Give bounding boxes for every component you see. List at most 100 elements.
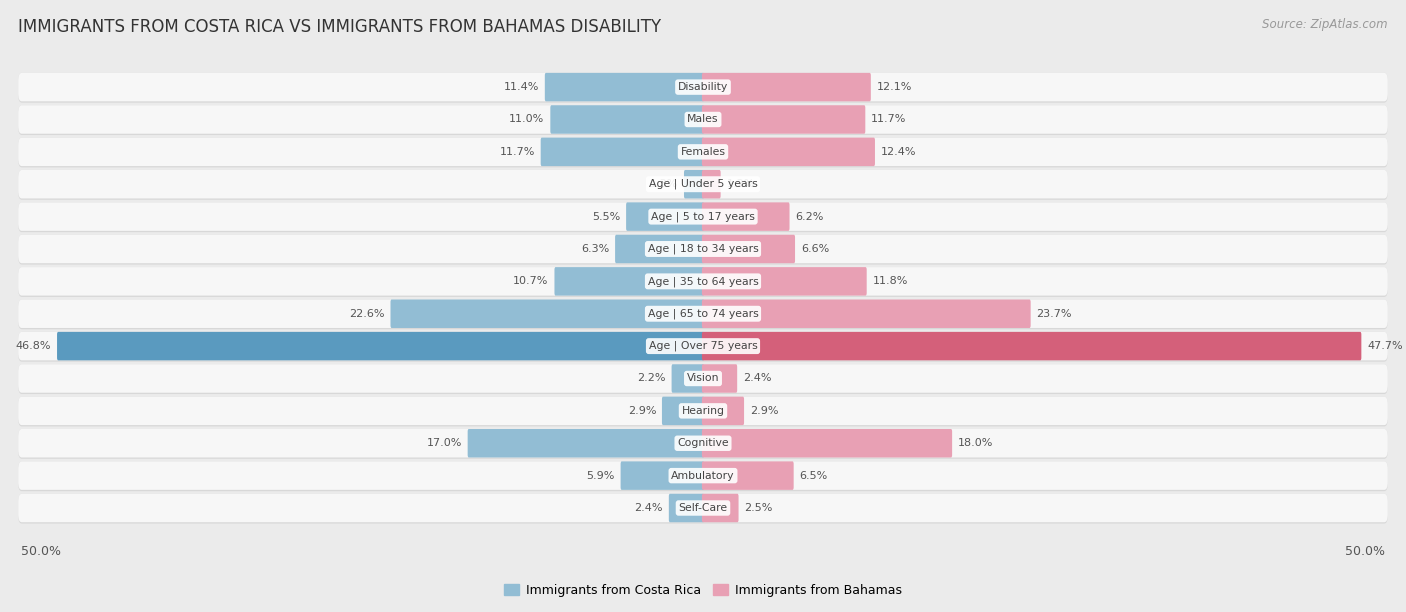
FancyBboxPatch shape	[18, 461, 1388, 491]
Text: 6.5%: 6.5%	[800, 471, 828, 480]
FancyBboxPatch shape	[18, 494, 1388, 522]
FancyBboxPatch shape	[18, 397, 1388, 425]
Text: 12.4%: 12.4%	[880, 147, 917, 157]
Text: 2.9%: 2.9%	[627, 406, 657, 416]
FancyBboxPatch shape	[18, 235, 1388, 264]
FancyBboxPatch shape	[18, 105, 1388, 134]
Text: 22.6%: 22.6%	[349, 308, 385, 319]
FancyBboxPatch shape	[18, 429, 1388, 459]
Text: 5.5%: 5.5%	[592, 212, 620, 222]
FancyBboxPatch shape	[702, 73, 870, 102]
FancyBboxPatch shape	[702, 203, 790, 231]
FancyBboxPatch shape	[702, 138, 875, 166]
Text: IMMIGRANTS FROM COSTA RICA VS IMMIGRANTS FROM BAHAMAS DISABILITY: IMMIGRANTS FROM COSTA RICA VS IMMIGRANTS…	[18, 18, 661, 36]
FancyBboxPatch shape	[550, 105, 704, 134]
Text: 47.7%: 47.7%	[1367, 341, 1403, 351]
Text: 1.2%: 1.2%	[727, 179, 755, 189]
FancyBboxPatch shape	[18, 203, 1388, 231]
FancyBboxPatch shape	[672, 364, 704, 393]
FancyBboxPatch shape	[18, 332, 1388, 362]
FancyBboxPatch shape	[391, 299, 704, 328]
FancyBboxPatch shape	[18, 364, 1388, 394]
Text: 6.6%: 6.6%	[801, 244, 830, 254]
Text: 6.3%: 6.3%	[581, 244, 609, 254]
Text: Vision: Vision	[686, 373, 720, 384]
Text: Disability: Disability	[678, 82, 728, 92]
Text: 5.9%: 5.9%	[586, 471, 614, 480]
FancyBboxPatch shape	[18, 138, 1388, 168]
Text: 12.1%: 12.1%	[876, 82, 912, 92]
FancyBboxPatch shape	[18, 235, 1388, 263]
FancyBboxPatch shape	[18, 461, 1388, 490]
FancyBboxPatch shape	[18, 429, 1388, 458]
FancyBboxPatch shape	[18, 397, 1388, 427]
FancyBboxPatch shape	[702, 494, 738, 522]
FancyBboxPatch shape	[702, 267, 866, 296]
Text: Age | 35 to 64 years: Age | 35 to 64 years	[648, 276, 758, 286]
FancyBboxPatch shape	[18, 364, 1388, 393]
Text: 10.7%: 10.7%	[513, 277, 548, 286]
FancyBboxPatch shape	[18, 170, 1388, 198]
Legend: Immigrants from Costa Rica, Immigrants from Bahamas: Immigrants from Costa Rica, Immigrants f…	[499, 579, 907, 602]
Text: 2.4%: 2.4%	[742, 373, 772, 384]
FancyBboxPatch shape	[18, 105, 1388, 135]
FancyBboxPatch shape	[18, 73, 1388, 103]
Text: Ambulatory: Ambulatory	[671, 471, 735, 480]
Text: 50.0%: 50.0%	[21, 545, 60, 558]
Text: 23.7%: 23.7%	[1036, 308, 1071, 319]
Text: 50.0%: 50.0%	[1346, 545, 1385, 558]
Text: Males: Males	[688, 114, 718, 124]
FancyBboxPatch shape	[18, 494, 1388, 523]
FancyBboxPatch shape	[702, 429, 952, 458]
FancyBboxPatch shape	[18, 299, 1388, 329]
Text: Source: ZipAtlas.com: Source: ZipAtlas.com	[1263, 18, 1388, 31]
FancyBboxPatch shape	[18, 332, 1388, 360]
FancyBboxPatch shape	[18, 267, 1388, 296]
FancyBboxPatch shape	[662, 397, 704, 425]
Text: Age | 18 to 34 years: Age | 18 to 34 years	[648, 244, 758, 254]
Text: Age | Under 5 years: Age | Under 5 years	[648, 179, 758, 190]
FancyBboxPatch shape	[554, 267, 704, 296]
FancyBboxPatch shape	[58, 332, 704, 360]
FancyBboxPatch shape	[702, 332, 1361, 360]
Text: 11.7%: 11.7%	[499, 147, 534, 157]
Text: 11.4%: 11.4%	[503, 82, 538, 92]
Text: 2.4%: 2.4%	[634, 503, 664, 513]
Text: 11.8%: 11.8%	[873, 277, 908, 286]
FancyBboxPatch shape	[18, 73, 1388, 102]
FancyBboxPatch shape	[18, 138, 1388, 166]
Text: 11.7%: 11.7%	[872, 114, 907, 124]
FancyBboxPatch shape	[702, 170, 721, 198]
Text: Females: Females	[681, 147, 725, 157]
Text: 2.9%: 2.9%	[749, 406, 779, 416]
FancyBboxPatch shape	[626, 203, 704, 231]
Text: Age | Over 75 years: Age | Over 75 years	[648, 341, 758, 351]
Text: 11.0%: 11.0%	[509, 114, 544, 124]
FancyBboxPatch shape	[683, 170, 704, 198]
FancyBboxPatch shape	[468, 429, 704, 458]
FancyBboxPatch shape	[18, 170, 1388, 200]
Text: 6.2%: 6.2%	[796, 212, 824, 222]
FancyBboxPatch shape	[702, 105, 865, 134]
Text: Hearing: Hearing	[682, 406, 724, 416]
Text: Age | 5 to 17 years: Age | 5 to 17 years	[651, 211, 755, 222]
FancyBboxPatch shape	[18, 299, 1388, 328]
Text: 2.2%: 2.2%	[637, 373, 666, 384]
FancyBboxPatch shape	[702, 397, 744, 425]
FancyBboxPatch shape	[702, 299, 1031, 328]
FancyBboxPatch shape	[544, 73, 704, 102]
FancyBboxPatch shape	[18, 203, 1388, 232]
Text: 46.8%: 46.8%	[15, 341, 51, 351]
FancyBboxPatch shape	[614, 235, 704, 263]
FancyBboxPatch shape	[702, 364, 737, 393]
FancyBboxPatch shape	[702, 235, 794, 263]
Text: Cognitive: Cognitive	[678, 438, 728, 448]
FancyBboxPatch shape	[669, 494, 704, 522]
Text: 2.5%: 2.5%	[744, 503, 773, 513]
Text: Self-Care: Self-Care	[679, 503, 727, 513]
FancyBboxPatch shape	[541, 138, 704, 166]
Text: 17.0%: 17.0%	[426, 438, 461, 448]
Text: 18.0%: 18.0%	[957, 438, 993, 448]
Text: Age | 65 to 74 years: Age | 65 to 74 years	[648, 308, 758, 319]
Text: 1.3%: 1.3%	[650, 179, 678, 189]
